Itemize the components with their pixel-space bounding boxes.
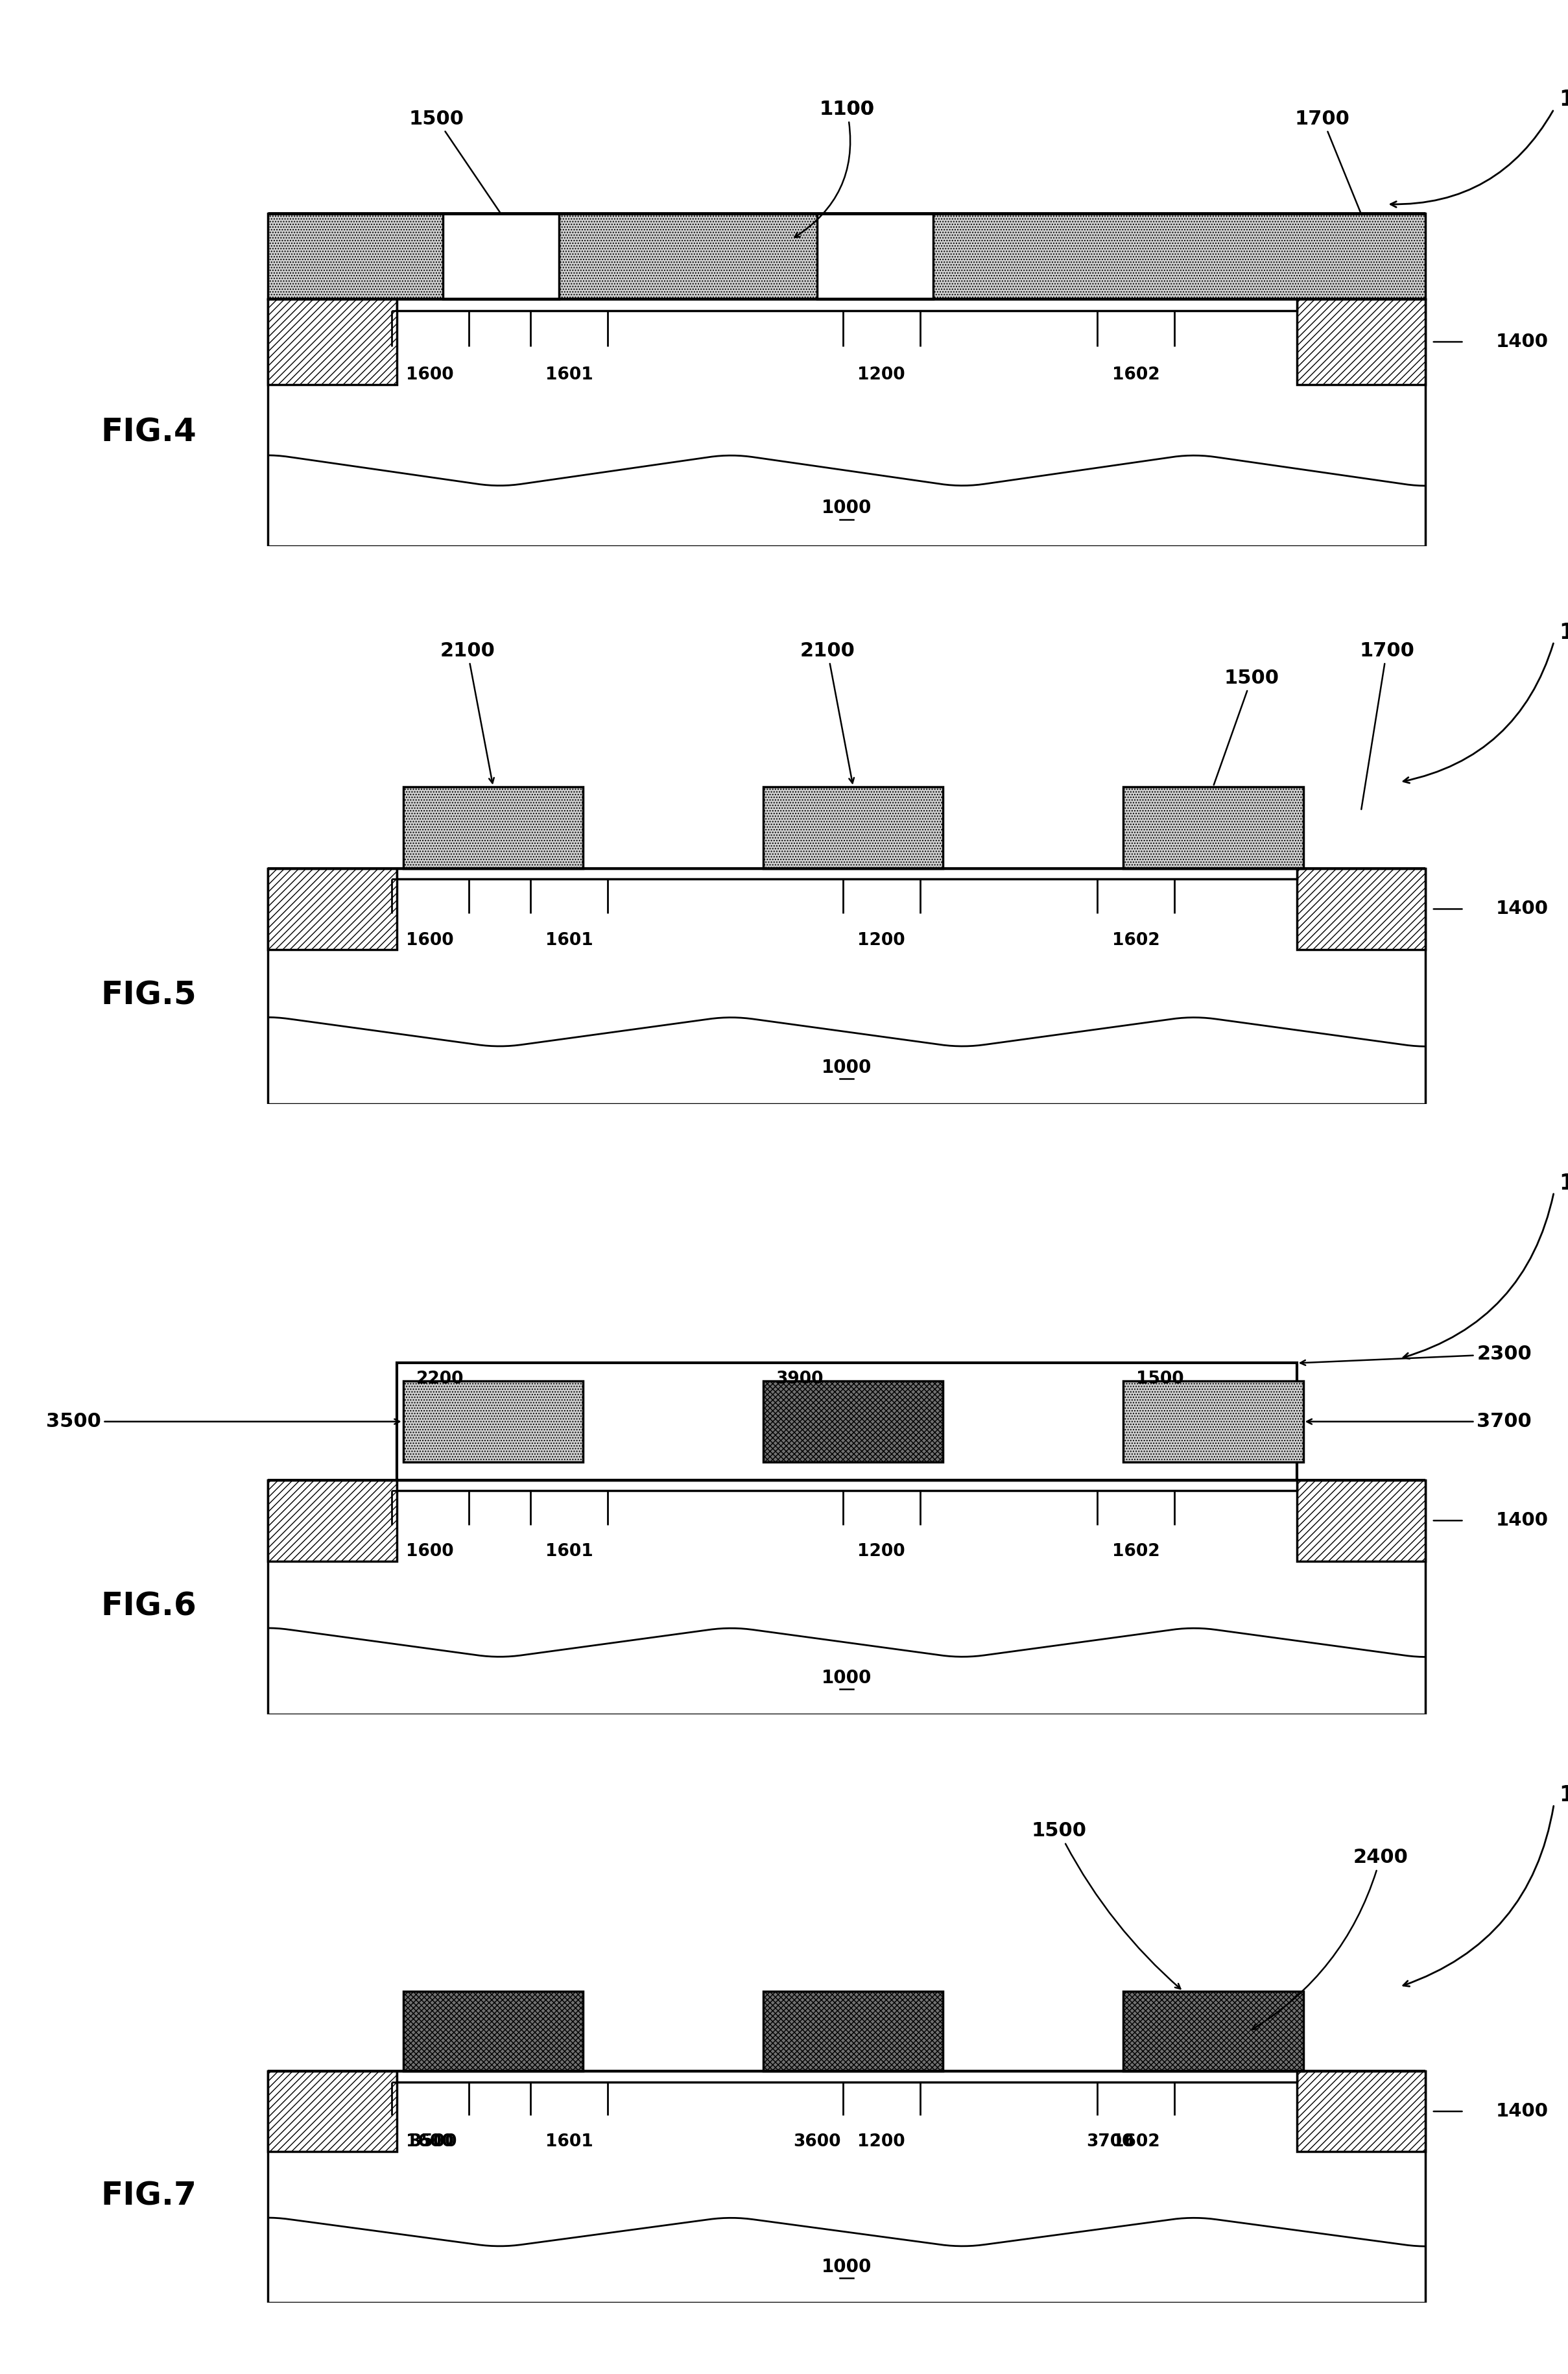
Text: 3600: 3600	[793, 2134, 840, 2151]
Bar	[444, 214, 558, 299]
Bar	[1123, 1992, 1303, 2070]
Bar	[268, 214, 1425, 299]
Text: 1: 1	[1559, 1173, 1568, 1194]
Text: FIG.4: FIG.4	[100, 415, 198, 449]
Text: 1601: 1601	[546, 2134, 593, 2151]
Bar	[268, 1479, 397, 1562]
Text: 1601: 1601	[546, 366, 593, 382]
Bar	[1123, 1382, 1303, 1462]
Bar	[268, 1479, 1425, 1714]
Bar	[1297, 2070, 1425, 2151]
Text: 1500: 1500	[1032, 1821, 1181, 1989]
Bar	[397, 869, 1297, 878]
Text: 3900: 3900	[776, 1370, 823, 1389]
Text: 2100: 2100	[441, 641, 495, 783]
Bar	[268, 869, 1425, 1104]
Bar	[268, 299, 397, 385]
Bar	[764, 1992, 942, 2070]
Bar	[403, 1992, 583, 2070]
Text: 1000: 1000	[822, 499, 872, 518]
Text: 3700: 3700	[1306, 1413, 1532, 1432]
Text: 1400: 1400	[1496, 2103, 1549, 2120]
Text: 1600: 1600	[406, 933, 455, 950]
Text: 1100: 1100	[818, 100, 875, 119]
Bar	[817, 214, 933, 299]
Bar	[397, 2070, 1297, 2082]
Text: 1000: 1000	[822, 1669, 872, 1688]
Text: 1200: 1200	[858, 2134, 905, 2151]
Text: 1200: 1200	[858, 933, 905, 950]
Text: 1200: 1200	[858, 1543, 905, 1560]
Bar	[268, 2070, 1425, 2303]
Text: 1700: 1700	[1295, 109, 1361, 211]
Text: FIG.7: FIG.7	[100, 2179, 198, 2213]
Text: FIG.6: FIG.6	[100, 1591, 198, 1621]
Text: 2100: 2100	[800, 641, 855, 783]
Text: 1602: 1602	[1112, 1543, 1160, 1560]
Text: 1000: 1000	[822, 2258, 872, 2277]
Text: 1: 1	[1559, 1785, 1568, 1807]
Bar	[397, 1363, 1297, 1479]
Bar	[764, 786, 942, 869]
Text: FIG.5: FIG.5	[100, 980, 198, 1011]
Text: 1700: 1700	[1359, 641, 1414, 810]
Bar	[1297, 1479, 1425, 1562]
Bar	[268, 299, 1425, 546]
Text: 2200: 2200	[416, 1370, 464, 1389]
Text: 1: 1	[1559, 88, 1568, 112]
Bar	[1297, 869, 1425, 950]
Text: 1600: 1600	[406, 1543, 455, 1560]
Bar	[268, 869, 397, 950]
Bar	[403, 786, 583, 869]
Bar	[397, 1479, 1297, 1491]
Bar	[764, 1382, 942, 1462]
Text: 2300: 2300	[1300, 1344, 1532, 1365]
Text: 1100: 1100	[795, 100, 875, 237]
Text: 1000: 1000	[822, 1059, 872, 1078]
Text: 1600: 1600	[406, 2134, 455, 2151]
Text: 1600: 1600	[406, 366, 455, 382]
Text: 3700: 3700	[1087, 2134, 1134, 2151]
Text: 1601: 1601	[546, 933, 593, 950]
Text: 1: 1	[1559, 622, 1568, 643]
Text: 3500: 3500	[45, 1413, 400, 1432]
Text: 1601: 1601	[546, 1543, 593, 1560]
Text: 1400: 1400	[1496, 332, 1549, 351]
Text: 1602: 1602	[1112, 366, 1160, 382]
Text: 1500: 1500	[409, 109, 500, 211]
Bar	[403, 1382, 583, 1462]
Bar	[268, 2070, 397, 2151]
Text: 3500: 3500	[409, 2134, 458, 2151]
Text: 1602: 1602	[1112, 2134, 1160, 2151]
Bar	[1297, 299, 1425, 385]
Bar	[1123, 786, 1303, 869]
Text: 1500: 1500	[1214, 669, 1279, 786]
Text: 1200: 1200	[858, 366, 905, 382]
Text: 2400: 2400	[1253, 1849, 1408, 2030]
Text: 1602: 1602	[1112, 933, 1160, 950]
Text: 1500: 1500	[1135, 1370, 1184, 1389]
Text: 1400: 1400	[1496, 900, 1549, 919]
Text: 1400: 1400	[1496, 1512, 1549, 1529]
Bar	[397, 299, 1297, 311]
